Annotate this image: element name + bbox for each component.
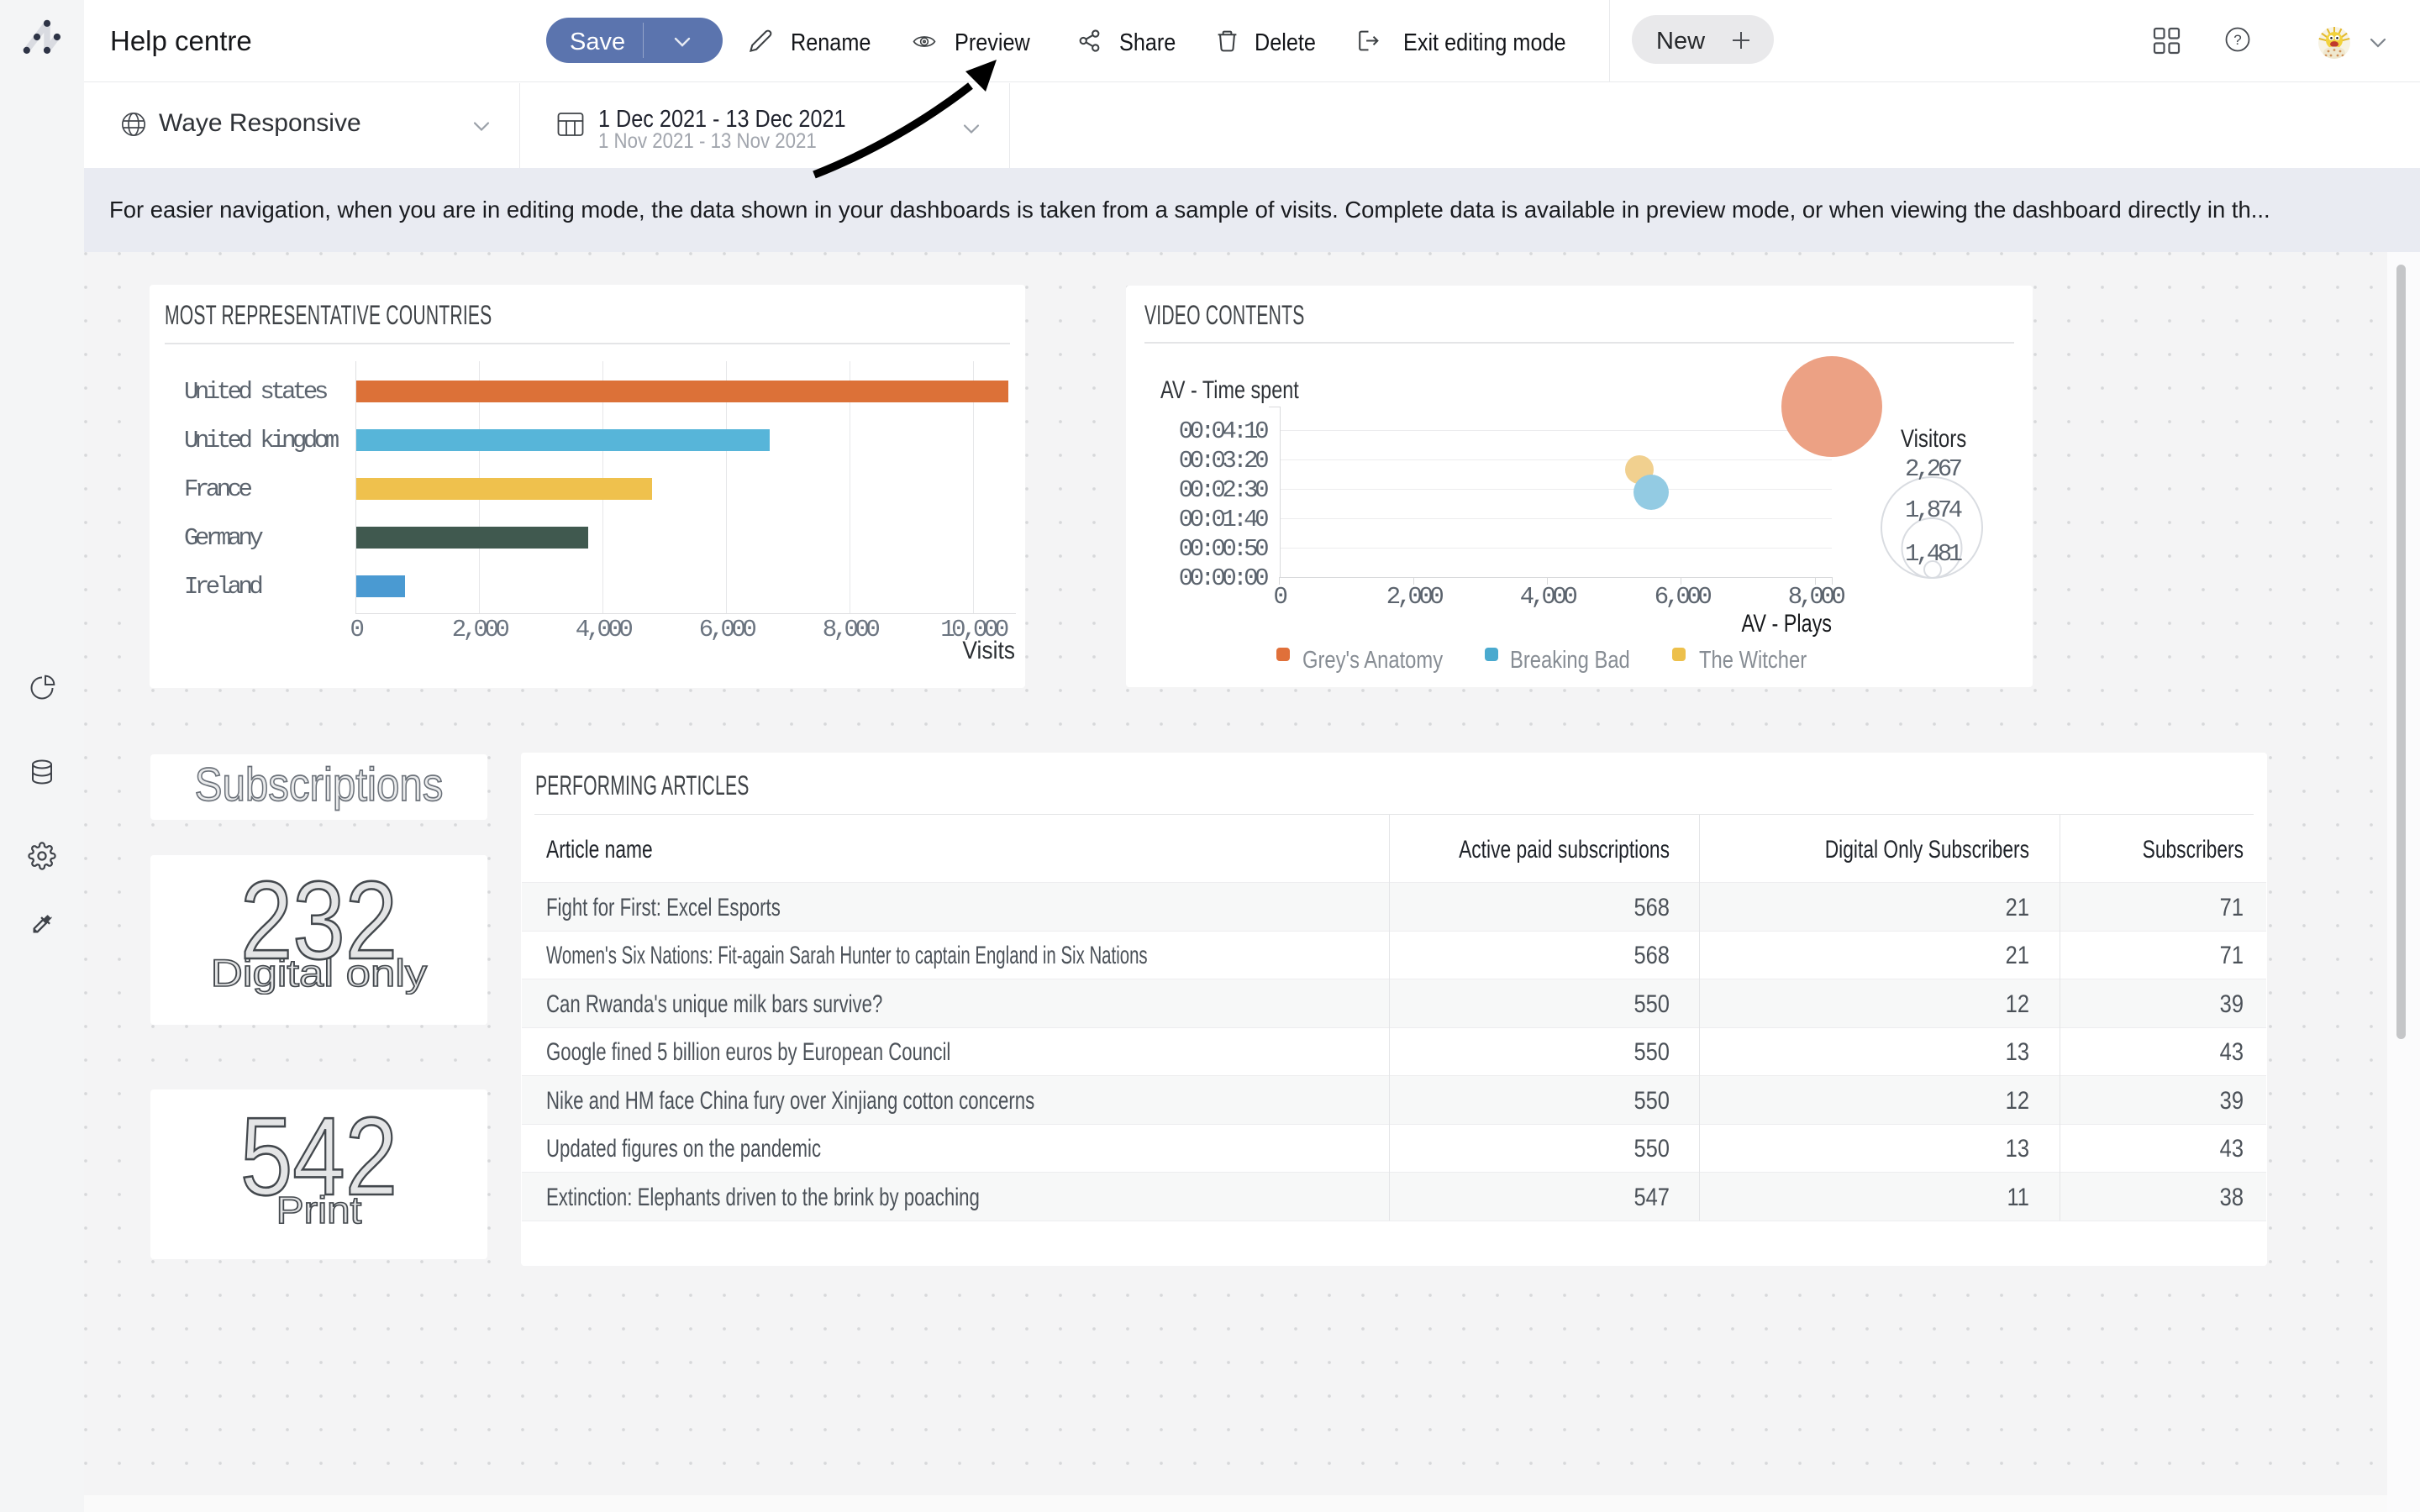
svg-text:?: ? xyxy=(2233,32,2241,48)
